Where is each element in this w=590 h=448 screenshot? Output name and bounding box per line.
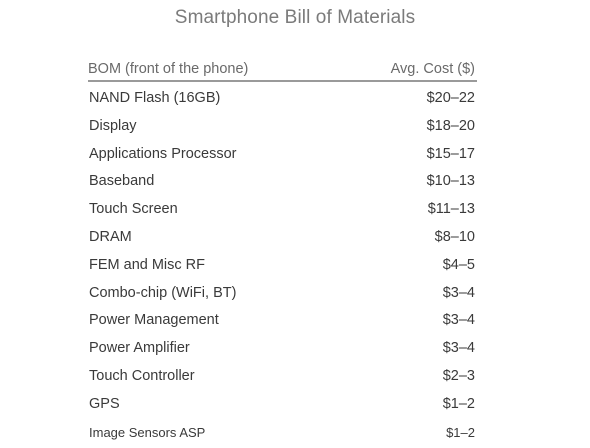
cost-cell: $2–3 xyxy=(442,367,475,384)
column-header-cost: Avg. Cost ($) xyxy=(390,61,475,77)
table-row: Display $18–20 xyxy=(88,115,477,143)
component-cell: Touch Screen xyxy=(89,201,178,218)
table-row: Image Sensors ASP $1–2 xyxy=(88,421,477,448)
table-row: Baseband $10–13 xyxy=(88,170,477,198)
component-cell: Combo-chip (WiFi, BT) xyxy=(89,284,237,301)
table-row: NAND Flash (16GB) $20–22 xyxy=(88,87,477,115)
cost-cell: $8–10 xyxy=(434,228,475,245)
component-cell: Touch Controller xyxy=(89,367,195,384)
component-cell: Image Sensors ASP xyxy=(89,424,206,440)
cost-cell: $3–4 xyxy=(442,284,475,301)
cost-cell: $3–4 xyxy=(442,312,475,329)
component-cell: Applications Processor xyxy=(89,145,237,162)
component-cell: DRAM xyxy=(89,228,132,245)
component-cell: Power Amplifier xyxy=(89,340,190,357)
cost-cell: $18–20 xyxy=(426,117,475,134)
component-cell: GPS xyxy=(89,395,120,412)
table-header: BOM (front of the phone) Avg. Cost ($) xyxy=(88,55,477,82)
table-row: Power Amplifier $3–4 xyxy=(88,337,477,365)
table-row: Touch Controller $2–3 xyxy=(88,365,477,393)
table-row: Combo-chip (WiFi, BT) $3–4 xyxy=(88,282,477,310)
table-row: GPS $1–2 xyxy=(88,393,477,421)
component-cell: NAND Flash (16GB) xyxy=(89,90,221,106)
table-row: Power Management $3–4 xyxy=(88,309,477,337)
cost-cell: $3–4 xyxy=(442,340,475,357)
table-row: DRAM $8–10 xyxy=(88,226,477,254)
component-cell: Display xyxy=(89,117,137,134)
component-cell: Power Management xyxy=(89,312,219,329)
bom-table: BOM (front of the phone) Avg. Cost ($) N… xyxy=(88,55,477,448)
page-title: Smartphone Bill of Materials xyxy=(174,7,416,28)
component-cell: Baseband xyxy=(89,173,155,190)
table-body: NAND Flash (16GB) $20–22 Display $18–20 … xyxy=(88,82,477,448)
cost-cell: $1–2 xyxy=(446,424,475,440)
cost-cell: $1–2 xyxy=(442,395,475,412)
table-row: Touch Screen $11–13 xyxy=(88,198,477,226)
cost-cell: $11–13 xyxy=(427,201,475,218)
column-header-component: BOM (front of the phone) xyxy=(88,61,249,77)
table-row: FEM and Misc RF $4–5 xyxy=(88,254,477,282)
table-row: Applications Processor $15–17 xyxy=(88,143,477,171)
cost-cell: $15–17 xyxy=(426,145,475,162)
component-cell: FEM and Misc RF xyxy=(89,256,206,273)
cost-cell: $4–5 xyxy=(442,256,475,273)
cost-cell: $10–13 xyxy=(426,173,475,190)
cost-cell: $20–22 xyxy=(426,90,475,106)
